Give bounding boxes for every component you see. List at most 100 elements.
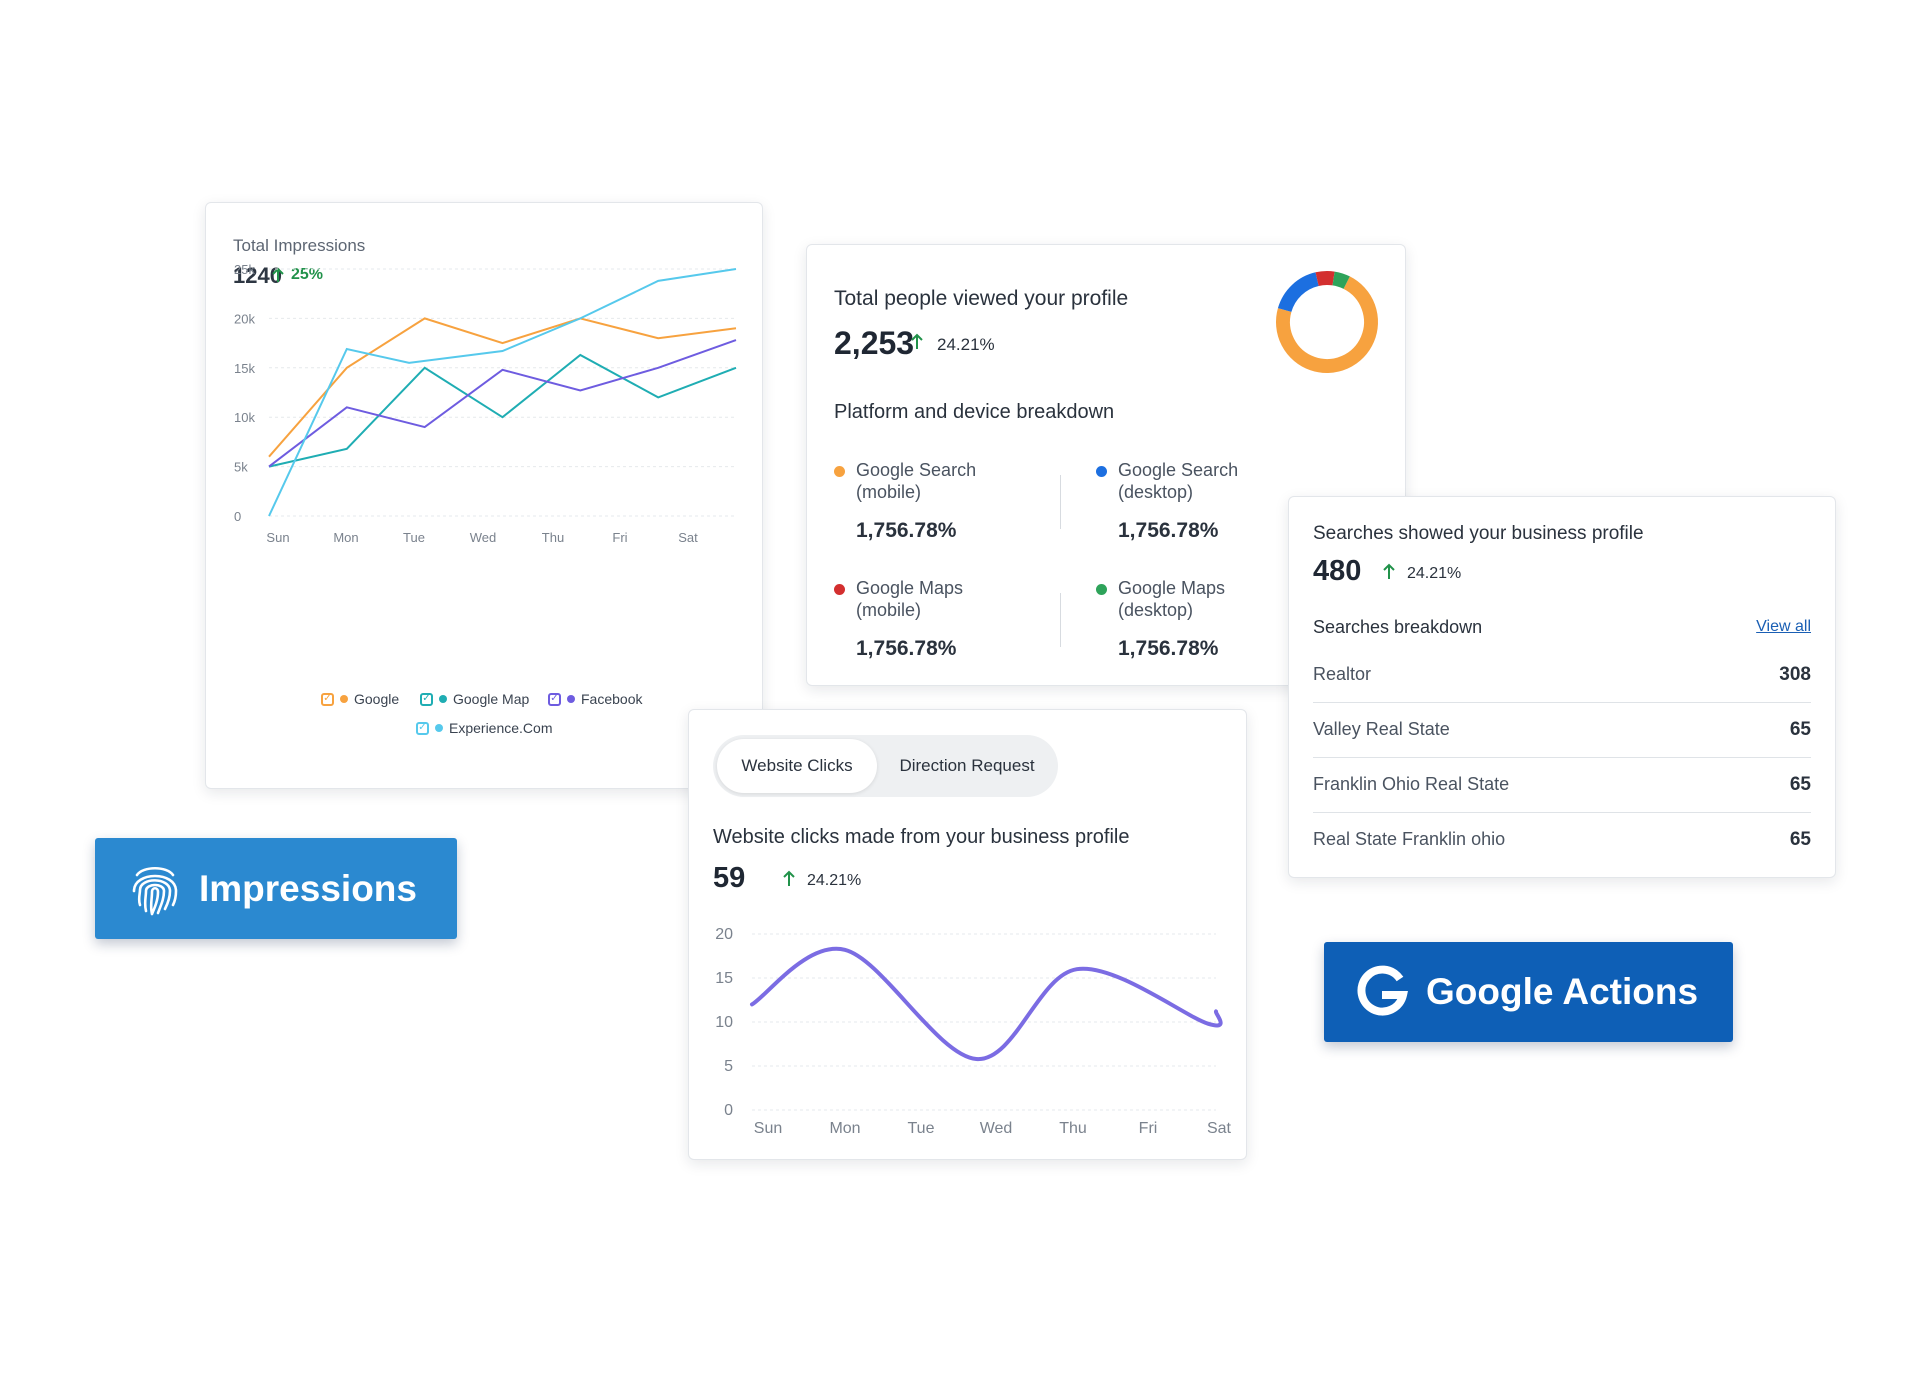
google-actions-badge-label: Google Actions [1426,971,1699,1012]
website-title: Website clicks made from your business p… [713,826,1130,848]
item-name: Google Search [1118,460,1239,480]
breakdown-item-maps-mobile: Google Maps (mobile) 1,756.78% [834,577,1064,661]
x-tick-label: Tue [908,1120,935,1137]
breakdown-item-search-mobile: Google Search (mobile) 1,756.78% [834,459,1064,543]
x-tick-label: Fri [612,530,627,545]
item-name: Google Maps [856,578,964,598]
x-tick-label: Sun [754,1120,782,1137]
y-tick-label: 20 [715,926,733,943]
donut-slice-3 [1332,271,1350,290]
checkbox-checked-icon[interactable]: ✓ [321,692,334,706]
legend-label: Google [354,691,400,707]
row-value: 308 [1779,663,1811,685]
impressions-change: 25% [291,266,324,283]
row-name: Realtor [1313,664,1372,684]
y-tick-label: 25k [234,262,255,277]
divider [1060,475,1061,529]
y-tick-label: 10 [715,1014,733,1031]
x-tick-label: Thu [1059,1120,1087,1137]
breakdown-item-maps-desktop: Google Maps (desktop) 1,756.78% [1096,577,1326,661]
series-line-google-map [268,353,737,468]
x-tick-label: Sat [678,530,698,545]
y-tick-label: 0 [234,509,241,524]
row-name: Real State Franklin ohio [1313,829,1506,849]
checkbox-checked-icon[interactable]: ✓ [548,692,561,706]
arrow-up-icon [1383,563,1395,579]
row-name: Valley Real State [1313,719,1450,739]
tab-switcher: Website Clicks Direction Request [713,735,1058,797]
searches-card: Searches showed your business profile 48… [1288,496,1836,878]
impressions-label: Total Impressions [233,236,366,255]
item-name: Google Search [856,460,977,480]
series-line-google [268,317,737,458]
profile-change: 24.21% [937,335,995,354]
view-all-link[interactable]: View all [1756,618,1811,635]
impressions-badge: Impressions [95,838,457,939]
x-tick-label: Tue [403,530,425,545]
profile-title: Total people viewed your profile [834,287,1129,310]
legend-dot [439,695,447,703]
y-tick-label: 15k [234,361,255,376]
legend-dot [435,724,443,732]
x-tick-label: Wed [980,1120,1013,1137]
item-value: 1,756.78% [856,519,957,542]
x-tick-label: Mon [829,1120,860,1137]
row-name: Franklin Ohio Real State [1313,774,1510,794]
breakdown-title: Platform and device breakdown [834,401,1115,423]
row-value: 65 [1789,718,1811,740]
y-tick-label: 0 [724,1102,733,1119]
donut-chart [1276,271,1378,373]
searches-breakdown-title: Searches breakdown [1313,617,1483,637]
impressions-badge-label: Impressions [199,867,417,909]
legend-label: Experience.Com [449,720,553,736]
series-line-website-clicks [750,946,1223,1062]
x-tick-label: Thu [542,530,564,545]
y-tick-label: 5 [724,1058,733,1075]
checkbox-checked-icon[interactable]: ✓ [416,721,429,735]
y-tick-label: 5k [234,460,248,475]
impressions-card: Total Impressions 1240 25% 0 5k 10k 15k 20k 2… [205,202,763,789]
donut-slice-0 [1276,276,1378,373]
row-value: 65 [1789,828,1811,850]
item-name-sub: (desktop) [1118,482,1194,502]
breakdown-item-search-desktop: Google Search (desktop) 1,756.78% [1096,459,1326,543]
row-value: 65 [1789,773,1811,795]
item-name-sub: (mobile) [856,482,922,502]
legend-dot [567,695,575,703]
item-name-sub: (mobile) [856,600,922,620]
searches-title: Searches showed your business profile [1313,523,1644,544]
x-tick-label: Sun [266,530,289,545]
divider [1060,593,1061,647]
legend-label: Facebook [581,691,643,707]
table-row: Valley Real State 65 [1313,702,1811,758]
searches-total: 480 [1313,555,1362,587]
searches-change: 24.21% [1407,565,1462,582]
tab-website-clicks[interactable]: Website Clicks [717,739,877,793]
checkbox-checked-icon[interactable]: ✓ [420,692,433,706]
legend-label: Google Map [453,691,530,707]
status-dot [1096,584,1107,595]
impressions-line-chart: 0 5k 10k 15k 20k 25k Sun Mon Tue Wed Thu Fri Sat [234,262,737,545]
status-dot [1096,466,1107,477]
profile-total: 2,253 [834,325,915,361]
legend-item-google-map[interactable]: ✓ Google Map [420,691,529,707]
tab-direction-request[interactable]: Direction Request [899,756,1035,775]
website-clicks-line-chart: 0 5 10 15 20 Sun Mon Tue Wed Thu Fri Sat [715,926,1231,1137]
google-actions-badge: Google Actions [1324,942,1733,1042]
status-dot [834,584,845,595]
y-tick-label: 15 [715,970,733,987]
item-value: 1,756.78% [1118,637,1219,660]
legend-dot [340,695,348,703]
status-dot [834,466,845,477]
item-name-sub: (desktop) [1118,600,1194,620]
donut-slice-2 [1315,271,1335,287]
y-tick-label: 20k [234,311,255,326]
donut-slice-1 [1277,272,1320,313]
legend-item-google[interactable]: ✓ Google [321,691,399,707]
item-name: Google Maps [1118,578,1226,598]
item-value: 1,756.78% [856,637,957,660]
impressions-total: 1240 [233,263,282,288]
legend-item-experience[interactable]: ✓ Experience.Com [416,720,553,736]
legend-item-facebook[interactable]: ✓ Facebook [548,691,642,707]
table-row: Real State Franklin ohio 65 [1313,812,1811,867]
